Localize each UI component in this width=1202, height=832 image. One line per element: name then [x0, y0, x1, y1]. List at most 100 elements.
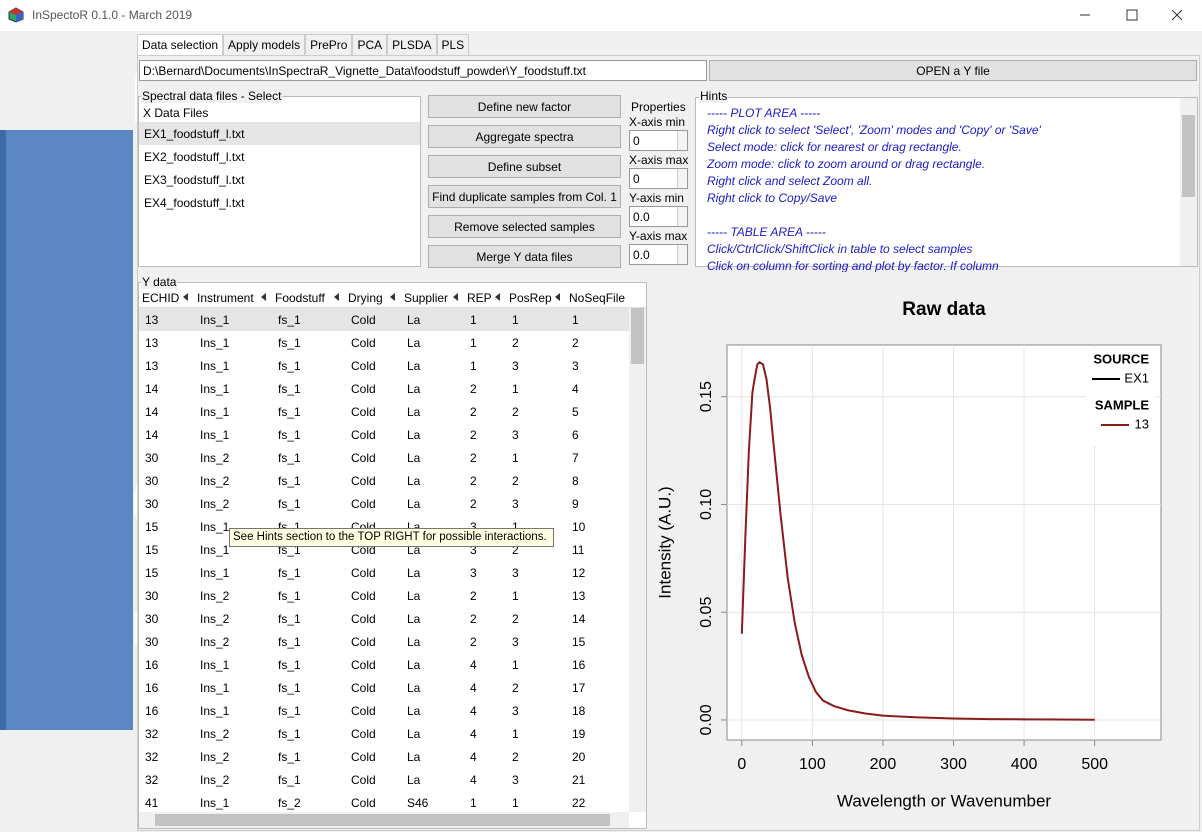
table-cell[interactable]: La: [407, 750, 421, 764]
table-cell[interactable]: fs_1: [278, 635, 301, 649]
tab[interactable]: PrePro: [305, 34, 353, 55]
table-cell[interactable]: S46: [407, 796, 429, 810]
table-cell[interactable]: 13: [145, 336, 159, 350]
table-cell[interactable]: Cold: [351, 681, 376, 695]
table-cell[interactable]: 14: [572, 612, 586, 626]
property-input[interactable]: 0: [629, 168, 688, 189]
table-cell[interactable]: 2: [470, 497, 477, 511]
table-cell[interactable]: Cold: [351, 497, 376, 511]
table-cell[interactable]: 21: [572, 773, 586, 787]
sort-arrow[interactable]: [334, 293, 339, 301]
column-header[interactable]: Instrument: [197, 291, 254, 305]
table-cell[interactable]: La: [407, 359, 421, 373]
table-cell[interactable]: 6: [572, 428, 579, 442]
table-cell[interactable]: fs_1: [278, 566, 301, 580]
table-cell[interactable]: La: [407, 405, 421, 419]
table-cell[interactable]: Ins_1: [200, 359, 230, 373]
table-cell[interactable]: 18: [572, 704, 586, 718]
table-cell[interactable]: 16: [145, 658, 159, 672]
table-cell[interactable]: 41: [145, 796, 159, 810]
table-cell[interactable]: 1: [512, 451, 519, 465]
table-cell[interactable]: Ins_2: [200, 727, 230, 741]
table-cell[interactable]: fs_1: [278, 589, 301, 603]
table-cell[interactable]: Cold: [351, 428, 376, 442]
hints-thumb[interactable]: [1182, 115, 1195, 197]
table-cell[interactable]: 32: [145, 727, 159, 741]
table-cell[interactable]: 30: [145, 474, 159, 488]
table-cell[interactable]: Cold: [351, 750, 376, 764]
table-cell[interactable]: La: [407, 474, 421, 488]
column-header[interactable]: ECHID: [142, 291, 180, 305]
table-cell[interactable]: Cold: [351, 336, 376, 350]
table-cell[interactable]: 32: [145, 773, 159, 787]
table-cell[interactable]: Cold: [351, 796, 376, 810]
table-cell[interactable]: 3: [470, 566, 477, 580]
table-cell[interactable]: Ins_1: [200, 382, 230, 396]
table-cell[interactable]: fs_1: [278, 750, 301, 764]
table-cell[interactable]: 4: [470, 727, 477, 741]
table-cell[interactable]: 2: [512, 336, 519, 350]
table-cell[interactable]: fs_1: [278, 704, 301, 718]
table-cell[interactable]: 1: [512, 658, 519, 672]
table-cell[interactable]: 1: [512, 520, 519, 534]
spinner[interactable]: [677, 169, 687, 188]
table-cell[interactable]: Cold: [351, 313, 376, 327]
table-cell[interactable]: Ins_2: [200, 451, 230, 465]
table-cell[interactable]: 13: [145, 359, 159, 373]
table-cell[interactable]: 1: [572, 313, 579, 327]
table-cell[interactable]: 1: [512, 382, 519, 396]
table-cell[interactable]: 2: [512, 612, 519, 626]
table-cell[interactable]: La: [407, 589, 421, 603]
table-cell[interactable]: Ins_1: [200, 428, 230, 442]
tab[interactable]: PCA: [352, 34, 388, 55]
file-path[interactable]: D:\Bernard\Documents\InSpectraR_Vignette…: [139, 60, 707, 81]
table-cell[interactable]: 4: [470, 658, 477, 672]
sort-arrow[interactable]: [495, 293, 500, 301]
sort-arrow[interactable]: [555, 293, 560, 301]
table-cell[interactable]: Cold: [351, 474, 376, 488]
table-cell[interactable]: 1: [470, 336, 477, 350]
table-cell[interactable]: Ins_1: [200, 658, 230, 672]
table-cell[interactable]: fs_1: [278, 497, 301, 511]
table-cell[interactable]: 16: [572, 658, 586, 672]
table-cell[interactable]: 3: [512, 635, 519, 649]
table-cell[interactable]: 30: [145, 612, 159, 626]
table-cell[interactable]: fs_1: [278, 405, 301, 419]
tab[interactable]: Apply models: [223, 34, 306, 55]
table-cell[interactable]: Cold: [351, 612, 376, 626]
table-cell[interactable]: 30: [145, 635, 159, 649]
table-cell[interactable]: 19: [572, 727, 586, 741]
action-button[interactable]: Merge Y data files: [428, 245, 621, 268]
table-cell[interactable]: fs_1: [278, 313, 301, 327]
chart[interactable]: Raw data 0 100 200 300 400 500 0.00 0.05 0.10 0.15…: [650, 272, 1198, 828]
file-item[interactable]: EX2_foodstuff_l.txt: [144, 150, 245, 164]
table-cell[interactable]: 2: [470, 428, 477, 442]
table-cell[interactable]: 20: [572, 750, 586, 764]
table-cell[interactable]: 4: [470, 750, 477, 764]
action-button[interactable]: Remove selected samples: [428, 215, 621, 238]
table-cell[interactable]: Ins_2: [200, 474, 230, 488]
table-cell[interactable]: La: [407, 658, 421, 672]
action-button[interactable]: Find duplicate samples from Col. 1: [428, 185, 621, 208]
table-cell[interactable]: fs_1: [278, 359, 301, 373]
table-cell[interactable]: Ins_1: [200, 405, 230, 419]
table-cell[interactable]: 3: [512, 359, 519, 373]
table-cell[interactable]: 15: [572, 635, 586, 649]
column-header[interactable]: Supplier: [404, 291, 449, 305]
table-cell[interactable]: fs_1: [278, 727, 301, 741]
table-cell[interactable]: fs_1: [278, 336, 301, 350]
table-cell[interactable]: fs_1: [278, 382, 301, 396]
table-cell[interactable]: La: [407, 681, 421, 695]
table-cell[interactable]: fs_2: [278, 796, 301, 810]
table-cell[interactable]: 2: [470, 612, 477, 626]
table-cell[interactable]: La: [407, 773, 421, 787]
table-cell[interactable]: 2: [572, 336, 579, 350]
table-cell[interactable]: Ins_2: [200, 773, 230, 787]
table-cell[interactable]: 30: [145, 589, 159, 603]
table-cell[interactable]: Ins_1: [200, 336, 230, 350]
table-cell[interactable]: 14: [145, 382, 159, 396]
table-cell[interactable]: fs_1: [278, 451, 301, 465]
table-cell[interactable]: La: [407, 566, 421, 580]
property-input[interactable]: 0.0: [629, 206, 688, 227]
table-cell[interactable]: 13: [572, 589, 586, 603]
